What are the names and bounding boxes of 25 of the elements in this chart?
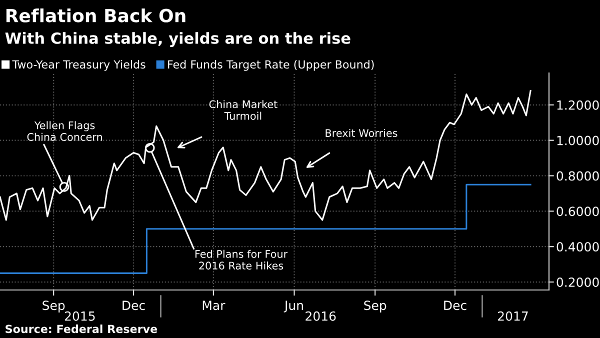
y-tick-label: 0.6000: [556, 206, 599, 216]
legend-label: Two-Year Treasury Yields: [12, 60, 146, 71]
annotation: Fed Plans for Four 2016 Rate Hikes: [195, 250, 288, 270]
y-tick-label: 0.8000: [556, 171, 599, 181]
y-tick-label: 1.2000: [557, 100, 599, 110]
chart-title: Reflation Back On: [6, 8, 186, 22]
x-tick-label: Dec: [122, 300, 145, 310]
x-tick-label: Dec: [444, 300, 466, 310]
y-tick-label: 1.0000: [557, 136, 599, 146]
annotation: China Market Turmoil: [209, 100, 278, 120]
source-note: Source: Federal Reserve: [6, 324, 158, 334]
y-tick-label: 0.4000: [556, 242, 599, 252]
x-tick-label: Jun: [284, 300, 303, 312]
x2-tick-label: 2015: [64, 311, 95, 321]
y-tick-label: 0.2000: [556, 278, 599, 287]
line-series: [0, 90, 532, 221]
annotation: Yellen Flags China Concern: [27, 121, 102, 141]
chart-subtitle: With China stable, yields are on the rise: [5, 32, 350, 48]
x2-tick-label: 2017: [498, 311, 528, 321]
x2-tick-label: 2016: [306, 311, 336, 321]
annotation: Brexit Worries: [326, 128, 398, 138]
x-tick-label: Sep: [364, 300, 386, 313]
legend-label: Fed Funds Target Rate (Upper Bound): [168, 60, 374, 71]
x-tick-label: Sep: [42, 300, 65, 313]
x-tick-label: Mar: [202, 300, 226, 310]
